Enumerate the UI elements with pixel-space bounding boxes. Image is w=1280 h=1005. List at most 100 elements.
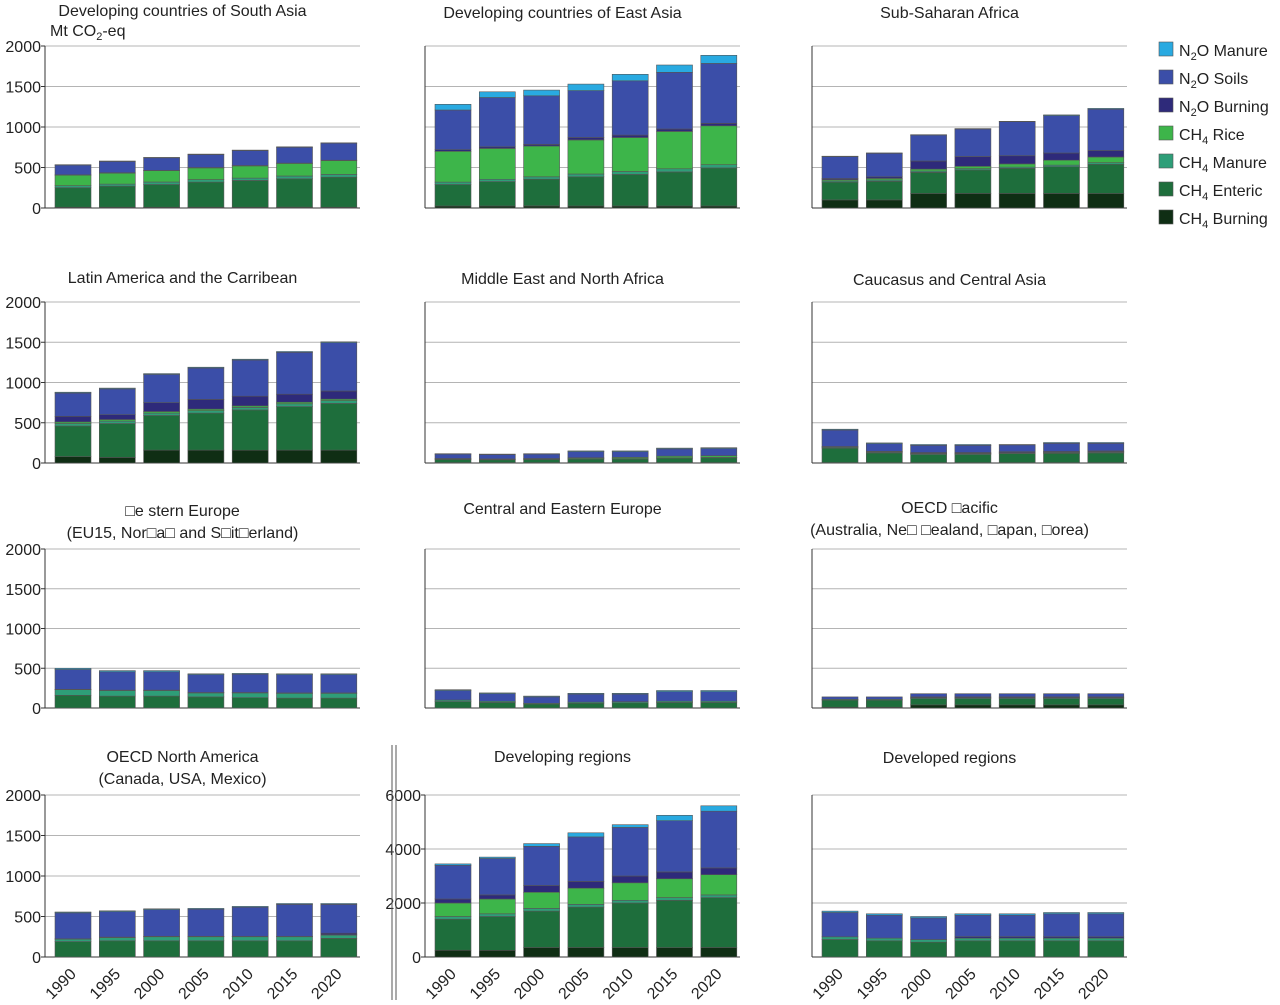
bar-segment xyxy=(1043,913,1080,938)
bar-segment xyxy=(99,695,136,709)
bar-segment xyxy=(656,168,693,173)
bar-segment xyxy=(1087,452,1125,463)
bar-segment xyxy=(434,104,472,111)
bar-segment xyxy=(434,453,472,459)
bar-segment xyxy=(320,390,358,400)
bar-segment xyxy=(320,449,358,464)
bar-segment xyxy=(320,673,358,675)
bar-segment xyxy=(567,139,605,175)
y-tick-label: 6000 xyxy=(385,788,421,805)
bar-segment xyxy=(700,63,738,124)
legend-label: N2O Soils xyxy=(1179,71,1248,91)
bar-segment xyxy=(231,940,269,958)
bar-segment xyxy=(656,128,693,132)
bar-segment xyxy=(320,174,358,178)
bar-segment xyxy=(656,691,693,702)
bar-segment xyxy=(231,409,269,451)
bar-segment xyxy=(99,161,136,173)
bar-segment xyxy=(954,914,992,937)
legend: N2O Manure N2O Soils N2O Burning CH4 Rice CH… xyxy=(1158,41,1269,231)
bar-segment xyxy=(187,692,225,698)
bar-segment xyxy=(910,939,947,943)
bar-segment xyxy=(523,696,560,704)
bar-segment xyxy=(656,448,693,457)
bar-segment xyxy=(276,673,313,675)
y-tick-label: 0 xyxy=(412,950,421,967)
bar-segment xyxy=(1087,150,1125,158)
bar-segment xyxy=(910,704,947,709)
bar-segment xyxy=(143,373,180,375)
y-tick-label: 4000 xyxy=(385,842,421,859)
bar-segment xyxy=(523,885,560,893)
panel-title: Central and Eastern Europe xyxy=(463,501,661,518)
bar-segment xyxy=(187,908,225,937)
bar-segment xyxy=(611,947,649,958)
panel-title: Middle East and North Africa xyxy=(461,271,664,288)
bar-segment xyxy=(656,447,693,450)
bar-segment xyxy=(54,415,92,423)
bar-segment xyxy=(478,148,516,180)
bar-segment xyxy=(611,875,649,884)
bar-segment xyxy=(567,458,605,463)
legend-item-ch4-manure: CH4 Manure xyxy=(1158,153,1267,175)
bar-segment xyxy=(567,906,605,948)
bar-segment xyxy=(276,449,313,464)
bar-segment xyxy=(187,167,225,180)
bar-segment xyxy=(998,937,1036,942)
panel-title: Developing countries of South Asia xyxy=(58,3,306,20)
bar-segment xyxy=(656,871,693,880)
bar-segment xyxy=(99,423,136,458)
bar-segment xyxy=(478,454,516,460)
bar-segment xyxy=(523,178,560,207)
bar-segment xyxy=(865,442,903,444)
x-tick-label: 2005 xyxy=(943,966,980,1003)
bar-segment xyxy=(865,914,903,939)
bar-segment xyxy=(143,909,180,937)
x-tick-label: 2000 xyxy=(131,966,168,1003)
legend-swatch xyxy=(1158,181,1174,197)
bar-segment xyxy=(320,342,358,392)
bar-segment xyxy=(865,696,903,700)
bar-segment xyxy=(567,693,605,703)
x-tick-label: 2010 xyxy=(987,966,1024,1003)
bar-segment xyxy=(910,134,947,162)
y-tick-label: 500 xyxy=(14,661,41,678)
bar-segment xyxy=(276,163,313,177)
bar-segment xyxy=(523,145,560,178)
bar-segment xyxy=(700,897,738,948)
bar-segment xyxy=(276,936,313,942)
bar-segment xyxy=(954,913,992,916)
bar-segment xyxy=(231,906,269,937)
bar-segment xyxy=(656,64,693,73)
bar-segment xyxy=(954,156,992,167)
bar-segment xyxy=(1087,693,1125,698)
bar-segment xyxy=(99,671,136,691)
bar-segment xyxy=(611,205,649,209)
bar-segment xyxy=(99,690,136,697)
bar-segment xyxy=(998,168,1036,194)
bar-segment xyxy=(54,185,92,188)
bar-segment xyxy=(231,180,269,208)
bar-segment xyxy=(1087,912,1125,915)
y-tick-label: 1000 xyxy=(5,376,41,393)
bar-segment xyxy=(143,412,180,416)
bar-segment xyxy=(434,864,472,900)
chart-panel-1: Developing countries of South Asia Mt CO2… xyxy=(5,3,360,218)
bar-segment xyxy=(821,936,859,940)
bar-segment xyxy=(656,131,693,170)
bar-segment xyxy=(99,387,136,390)
bar-segment xyxy=(1087,108,1125,110)
bar-segment xyxy=(54,392,92,417)
bar-segment xyxy=(54,391,92,394)
bar-segment xyxy=(700,810,738,869)
bar-segment xyxy=(865,913,903,916)
chart-panel-12: Developed regions 1990 1995 2000 2005 2010 201… xyxy=(810,750,1127,1003)
y-tick-label: 1500 xyxy=(5,335,41,352)
y-tick-label: 0 xyxy=(32,456,41,473)
bar-segment xyxy=(1043,115,1080,154)
panel-subtitle: (Australia, Ne□ □ealand, □apan, □orea) xyxy=(810,522,1089,539)
bar-segment xyxy=(656,72,693,130)
bar-segment xyxy=(276,175,313,180)
bar-segment xyxy=(478,702,516,709)
bar-segment xyxy=(187,449,225,464)
